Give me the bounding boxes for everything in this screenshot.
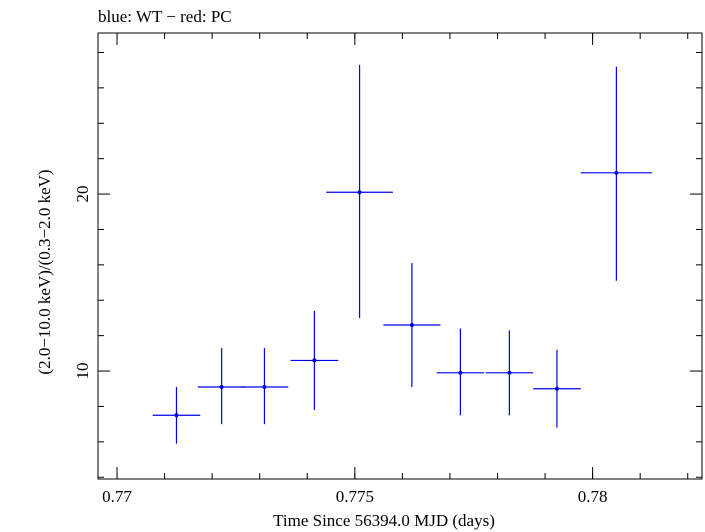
point-marker <box>174 413 179 418</box>
x-axis-label: Time Since 56394.0 MJD (days) <box>273 511 495 530</box>
x-tick-label: 0.77 <box>102 487 132 506</box>
data-point <box>326 64 393 318</box>
data-point <box>383 263 441 387</box>
data-point <box>290 310 339 410</box>
point-marker <box>312 358 317 363</box>
data-point <box>580 66 653 281</box>
chart-title: blue: WT − red: PC <box>98 7 232 26</box>
y-tick-label: 20 <box>73 186 92 203</box>
x-tick-label: 0.775 <box>336 487 374 506</box>
point-marker <box>614 170 619 175</box>
data-point <box>240 348 289 425</box>
data-point <box>485 330 534 416</box>
point-marker <box>409 323 414 328</box>
data-series <box>152 64 653 444</box>
x-tick-label: 0.78 <box>578 487 608 506</box>
y-axis-label: (2.0−10.0 keV)/(0.3−2.0 keV) <box>35 169 54 374</box>
point-marker <box>357 190 362 195</box>
plot-frame <box>97 32 703 480</box>
point-marker <box>554 386 559 391</box>
point-marker <box>219 384 224 389</box>
axis-ticks: 0.77 0.775 0.78 10 20 <box>73 33 702 506</box>
y-tick-label: 10 <box>73 363 92 380</box>
point-marker <box>458 370 463 375</box>
data-point <box>152 386 201 444</box>
data-point <box>197 348 246 425</box>
point-marker <box>262 384 267 389</box>
data-point <box>436 328 485 416</box>
data-point <box>533 349 581 428</box>
point-marker <box>507 370 512 375</box>
